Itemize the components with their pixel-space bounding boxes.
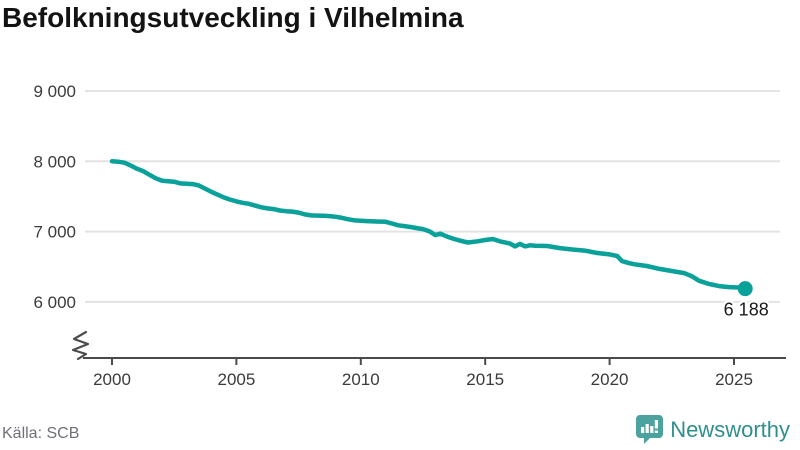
y-tick-label: 6 000 xyxy=(33,293,76,312)
end-point-dot xyxy=(737,281,753,297)
newsworthy-chart-bubble-icon xyxy=(636,415,664,444)
population-series xyxy=(109,159,753,297)
x-tick-label: 2010 xyxy=(342,370,380,389)
newsworthy-logo-text: Newsworthy xyxy=(670,416,790,442)
source-text: Källa: SCB xyxy=(2,425,80,442)
y-tick-label: 8 000 xyxy=(33,152,76,171)
x-tick-label: 2005 xyxy=(217,370,255,389)
y-tick-label: 9 000 xyxy=(33,82,76,101)
newsworthy-logo: Newsworthy xyxy=(636,415,790,444)
population-line-chart: 6 000 7 000 8 000 9 000 2000 2005 2010 2015 2020… xyxy=(33,82,786,389)
x-tick-label: 2000 xyxy=(93,370,131,389)
y-tick-label: 7 000 xyxy=(33,223,76,242)
end-value-label: 6 188 xyxy=(724,300,769,320)
axis-break-squiggle xyxy=(71,330,90,361)
x-tick-label: 2025 xyxy=(715,370,753,389)
chart-footer: Källa: SCB Newsworthy xyxy=(0,410,800,450)
chart-labels: 6 000 7 000 8 000 9 000 2000 2005 2010 2015 2020… xyxy=(33,82,771,389)
x-axis xyxy=(71,330,786,365)
x-tick-label: 2015 xyxy=(466,370,504,389)
population-line xyxy=(109,159,748,291)
chart-title: Befolkningsutveckling i Vilhelmina xyxy=(2,2,464,33)
x-tick-label: 2020 xyxy=(591,370,629,389)
